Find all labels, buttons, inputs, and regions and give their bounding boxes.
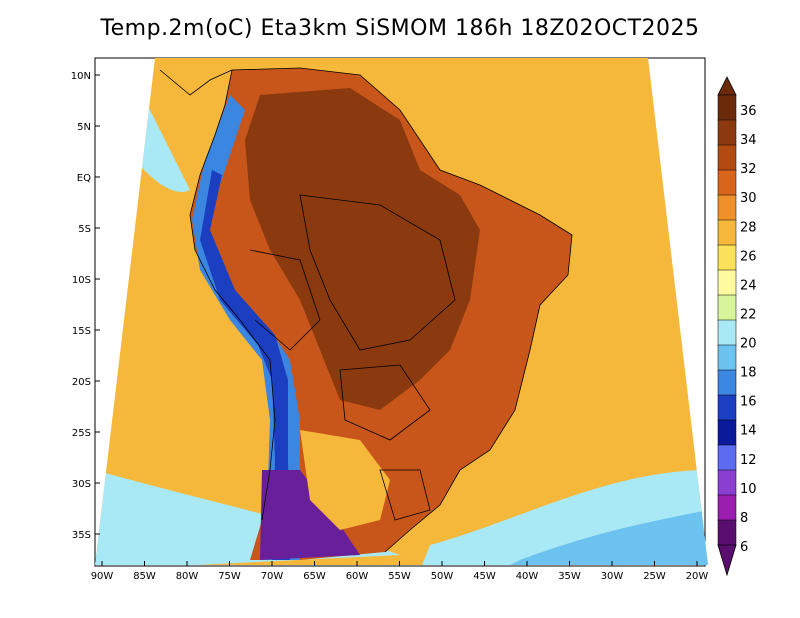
field-layer xyxy=(95,58,708,565)
lat-tick-label: 10S xyxy=(72,275,91,286)
colorbar-segment xyxy=(717,294,737,321)
colorbar-max-arrow xyxy=(717,76,737,96)
colorbar-segment xyxy=(717,419,737,446)
country-borders xyxy=(159,67,573,553)
colorbar-label: 32 xyxy=(740,162,757,177)
colorbar-segment xyxy=(717,319,737,346)
lon-tick-label: 85W xyxy=(133,571,156,582)
lon-tick-label: 65W xyxy=(303,571,326,582)
colorbar-segment xyxy=(717,344,737,371)
colorbar-label: 12 xyxy=(740,453,757,468)
colorbar-label: 18 xyxy=(740,366,757,381)
longitude-axis: 90W 85W 80W 75W 70W 65W 60W 55W 50W 45W 40W 35W 30W 2… xyxy=(91,561,709,582)
south-atlantic-cold xyxy=(500,510,708,565)
lat-tick-label: 20S xyxy=(72,377,91,388)
lon-tick-label: 20W xyxy=(686,571,709,582)
colorbar-label: 6 xyxy=(740,540,748,555)
lon-tick-label: 75W xyxy=(218,571,241,582)
colorbar-label: 20 xyxy=(740,337,757,352)
latitude-axis: 10N 5N EQ 5S 10S 15S 20S 25S 30S 35S xyxy=(71,71,100,541)
lat-tick-label: 5S xyxy=(78,224,91,235)
colorbar-segment xyxy=(717,144,737,171)
lon-tick-label: 60W xyxy=(346,571,369,582)
lon-tick-label: 55W xyxy=(388,571,411,582)
colorbar-label: 28 xyxy=(740,220,757,235)
patagonia-coldest xyxy=(260,470,360,560)
colorbar-segment xyxy=(717,494,737,521)
colorbar-label: 22 xyxy=(740,307,757,322)
lon-tick-label: 80W xyxy=(176,571,199,582)
andes-colder xyxy=(200,170,290,560)
colorbar-segment xyxy=(717,394,737,421)
lat-tick-label: 35S xyxy=(72,530,91,541)
colorbar-label: 36 xyxy=(740,104,757,119)
lon-tick-label: 25W xyxy=(643,571,666,582)
colorbar-label: 26 xyxy=(740,249,757,264)
colorbar-label: 16 xyxy=(740,395,757,410)
colorbar-label: 34 xyxy=(740,133,757,148)
colorbar-label: 10 xyxy=(740,482,757,497)
lat-tick-label: 5N xyxy=(77,122,91,133)
colorbar: 36 34 32 30 28 26 24 22 20 18 16 14 12 10 8 6 xyxy=(717,76,757,577)
colorbar-segment xyxy=(717,444,737,471)
lon-tick-label: 40W xyxy=(516,571,539,582)
colorbar-segment xyxy=(717,219,737,246)
colorbar-segment xyxy=(717,519,737,546)
map-title: Temp.2m(oC) Eta3km SiSMOM 186h 18Z02OCT2… xyxy=(100,16,700,41)
lat-tick-label: 30S xyxy=(72,479,91,490)
lon-tick-label: 50W xyxy=(431,571,454,582)
lon-tick-label: 70W xyxy=(261,571,284,582)
lat-tick-label: 10N xyxy=(71,71,91,82)
lon-tick-label: 45W xyxy=(473,571,496,582)
colorbar-min-arrow xyxy=(717,544,737,577)
lat-tick-label: 15S xyxy=(72,326,91,337)
lon-tick-label: 35W xyxy=(558,571,581,582)
pampas-cool xyxy=(300,430,390,530)
colorbar-segment xyxy=(717,94,737,121)
lat-tick-label: 25S xyxy=(72,428,91,439)
colorbar-label: 8 xyxy=(740,511,748,526)
colorbar-segment xyxy=(717,194,737,221)
colorbar-segment xyxy=(717,369,737,396)
colorbar-segment xyxy=(717,244,737,271)
colorbar-segment xyxy=(717,469,737,496)
colorbar-segment xyxy=(717,269,737,296)
lon-tick-label: 90W xyxy=(91,571,114,582)
colorbar-segment xyxy=(717,119,737,146)
colorbar-label: 30 xyxy=(740,191,757,206)
colorbar-label: 24 xyxy=(740,278,757,293)
lat-tick-label: EQ xyxy=(77,173,91,184)
colorbar-segment xyxy=(717,169,737,196)
colorbar-label: 14 xyxy=(740,424,757,439)
lon-tick-label: 30W xyxy=(601,571,624,582)
